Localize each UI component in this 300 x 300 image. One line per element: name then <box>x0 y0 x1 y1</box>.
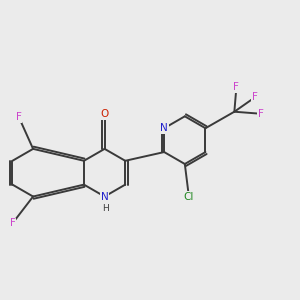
Text: H: H <box>102 204 109 213</box>
Text: F: F <box>10 218 15 228</box>
Text: F: F <box>16 112 22 122</box>
Text: N: N <box>101 191 109 202</box>
Text: F: F <box>233 82 239 92</box>
Text: Cl: Cl <box>184 192 194 202</box>
Text: N: N <box>160 123 168 133</box>
Text: F: F <box>252 92 258 102</box>
Text: F: F <box>258 109 264 119</box>
Text: O: O <box>100 109 109 119</box>
